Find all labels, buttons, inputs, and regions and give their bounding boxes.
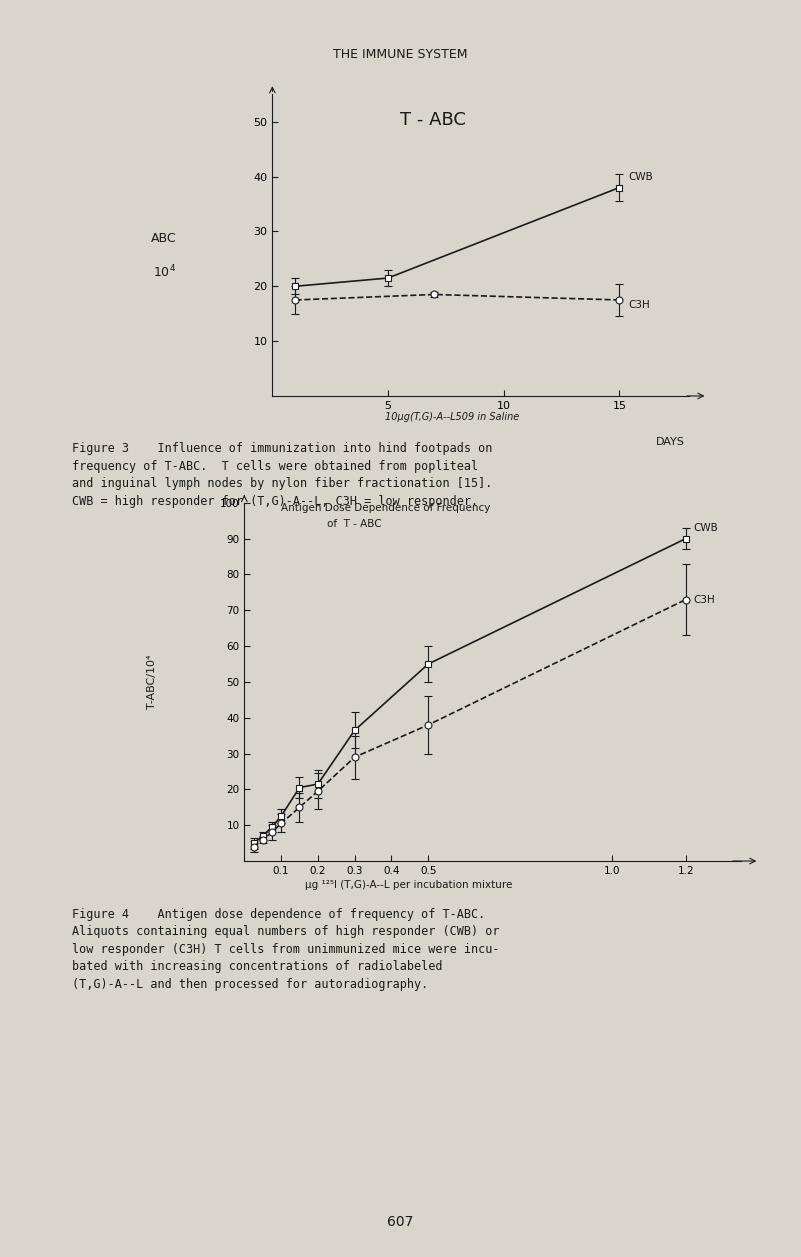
Text: of  T - ABC: of T - ABC	[327, 519, 382, 529]
Text: T - ABC: T - ABC	[400, 111, 465, 128]
Text: Figure 3    Influence of immunization into hind footpads on
frequency of T-ABC. : Figure 3 Influence of immunization into …	[72, 442, 493, 508]
Text: 10μg(T,G)-A--L509 in Saline: 10μg(T,G)-A--L509 in Saline	[385, 412, 520, 422]
Text: μg ¹²⁵I (T,G)-A--L per incubation mixture: μg ¹²⁵I (T,G)-A--L per incubation mixtur…	[305, 880, 512, 890]
Text: C3H: C3H	[629, 300, 650, 310]
Text: 607: 607	[388, 1216, 413, 1229]
Text: $10^4$: $10^4$	[153, 264, 175, 280]
Text: CWB: CWB	[693, 523, 718, 533]
Text: Figure 4    Antigen dose dependence of frequency of T-ABC.
Aliquots containing e: Figure 4 Antigen dose dependence of freq…	[72, 908, 500, 991]
Text: T-ABC/10⁴: T-ABC/10⁴	[147, 654, 157, 709]
Text: CWB: CWB	[629, 171, 654, 181]
Text: DAYS: DAYS	[656, 437, 685, 447]
Text: THE IMMUNE SYSTEM: THE IMMUNE SYSTEM	[333, 48, 468, 60]
Text: C3H: C3H	[693, 595, 714, 605]
Text: Antigen Dose Dependence of Frequency: Antigen Dose Dependence of Frequency	[281, 503, 490, 513]
Text: ABC: ABC	[151, 233, 177, 245]
